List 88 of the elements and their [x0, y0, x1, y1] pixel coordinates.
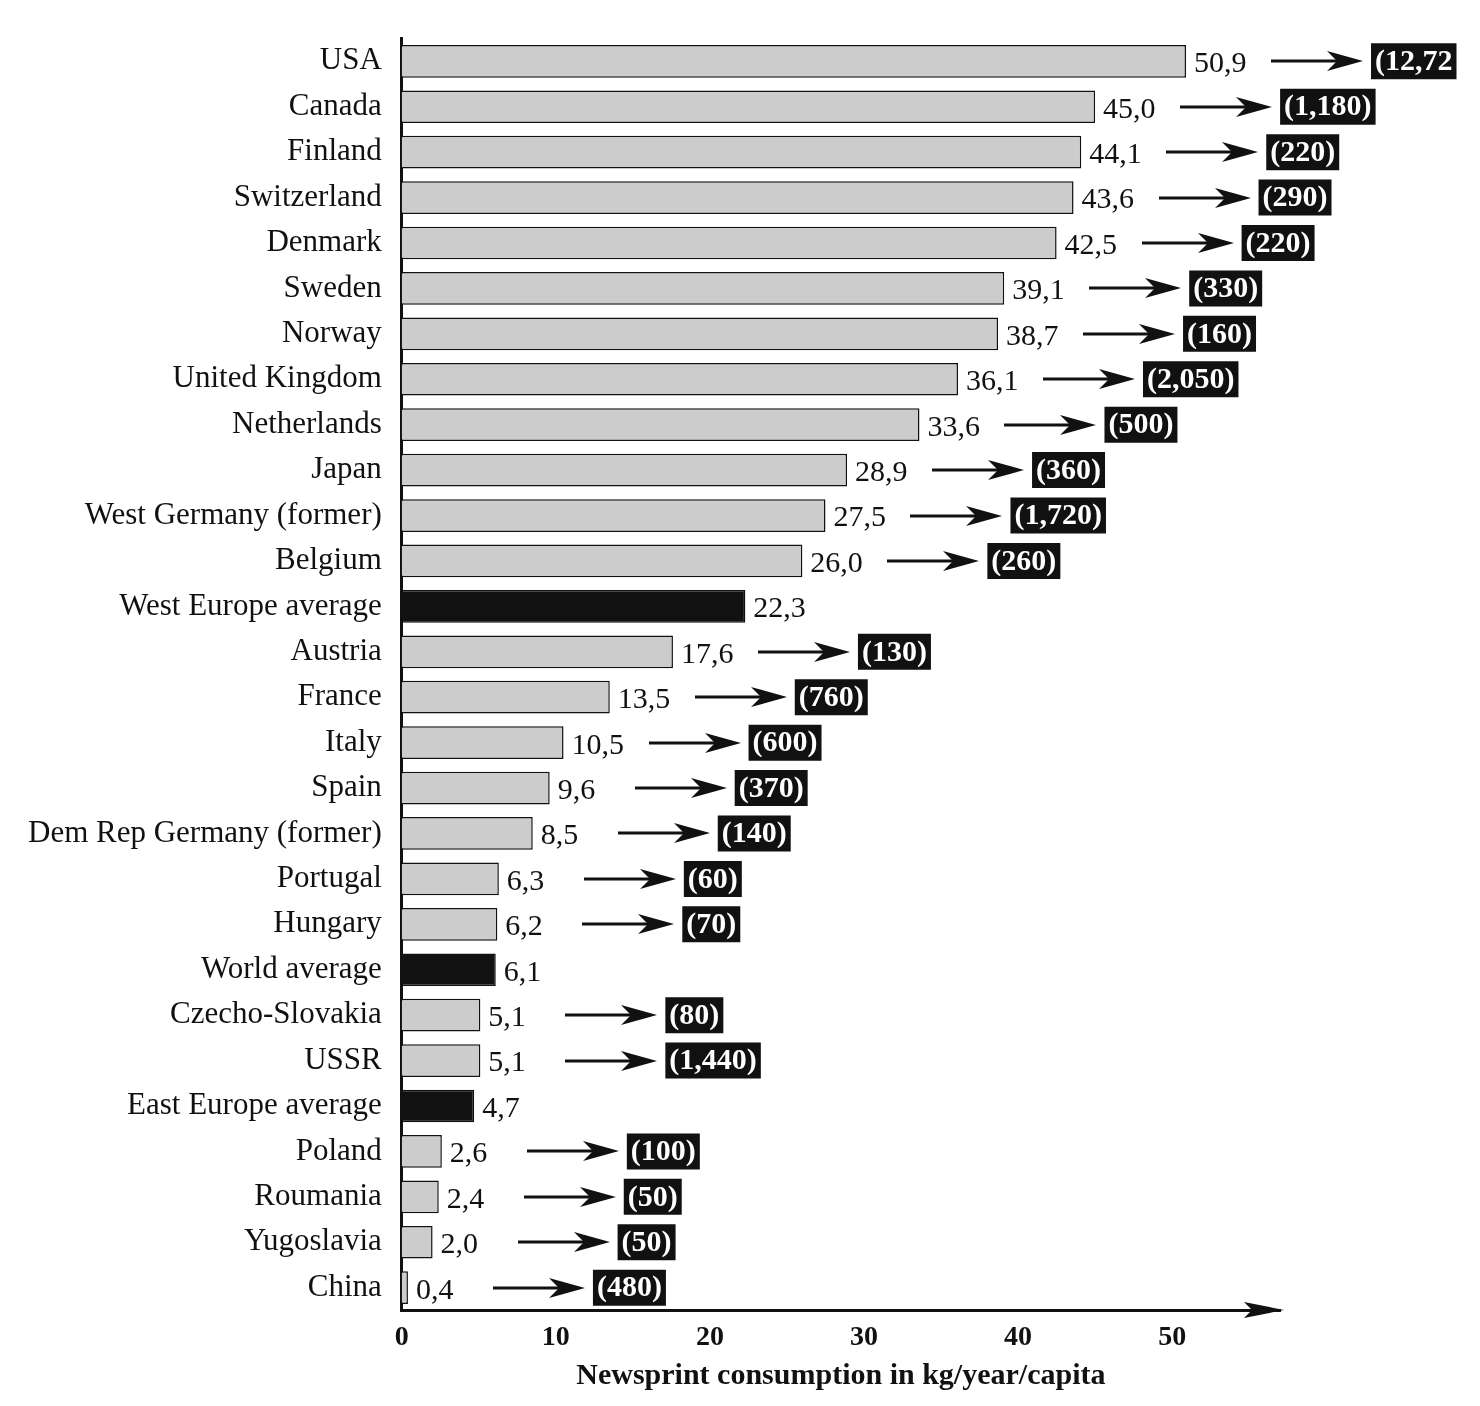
data-label: 22,3	[753, 590, 806, 624]
y-tick-label: Portugal	[276, 859, 382, 895]
data-label: 4,7	[482, 1089, 520, 1123]
data-label: 26,0	[810, 544, 863, 578]
data-label: 2,0	[440, 1226, 479, 1260]
data-label: 5,1	[488, 1044, 526, 1078]
y-tick-label: Finland	[287, 132, 383, 168]
y-tick-label: USA	[319, 41, 383, 77]
data-label: 17,6	[680, 635, 734, 669]
annotation: (70)	[686, 906, 737, 941]
annotation: (140)	[721, 815, 787, 850]
y-tick-label: France	[297, 677, 382, 713]
y-tick-label: Dem Rep Germany (former)	[27, 813, 382, 849]
annotation: (600)	[752, 724, 818, 759]
annotation: (80)	[669, 996, 720, 1031]
data-label: 8,5	[540, 817, 579, 851]
data-label: 39,1	[1012, 272, 1065, 306]
y-tick-label: Canada	[288, 86, 382, 122]
annotation: (60)	[687, 860, 738, 895]
data-label: 2,4	[446, 1180, 485, 1214]
data-label: 50,9	[1194, 45, 1247, 79]
y-tick-label: Roumania	[254, 1176, 383, 1212]
y-tick-label: Norway	[281, 313, 383, 349]
data-label: 33,6	[927, 408, 980, 442]
annotation: (220)	[1270, 133, 1336, 168]
y-tick-label: Spain	[311, 768, 383, 804]
text: (12,72	[1375, 43, 1453, 78]
y-tick-label: Sweden	[283, 268, 383, 304]
data-label: 38,7	[1006, 317, 1059, 351]
x-tick-label: 30	[850, 1320, 878, 1352]
y-tick-label: Hungary	[273, 904, 383, 940]
annotation: (50)	[621, 1224, 672, 1259]
y-tick-label: Japan	[311, 450, 383, 486]
y-tick-label: Yugoslavia	[244, 1222, 383, 1258]
x-tick-label: 20	[695, 1320, 724, 1352]
annotation: (290)	[1262, 179, 1328, 214]
x-axis-title: Newsprint consumption in kg/year/capita	[576, 1356, 1106, 1390]
annotation: (130)	[861, 633, 927, 668]
data-label: 36,1	[965, 363, 1019, 397]
annotation: (480)	[596, 1269, 662, 1304]
y-tick-label: Austria	[290, 631, 383, 667]
data-label: 6,1	[503, 953, 542, 987]
annotation: (260)	[991, 542, 1057, 577]
data-label: 2,6	[449, 1135, 488, 1169]
y-tick-label: West Europe average	[119, 586, 382, 622]
data-label: 10,5	[571, 726, 625, 760]
data-label: 44,1	[1089, 136, 1142, 170]
annotation: (50)	[627, 1178, 678, 1213]
x-tick-label: 50	[1158, 1320, 1187, 1352]
data-label: 27,5	[833, 499, 886, 533]
annotation: (1,440)	[669, 1042, 757, 1077]
annotation: (1,720)	[1014, 497, 1102, 532]
data-label: 6,3	[506, 862, 545, 896]
data-label: 5,1	[488, 999, 526, 1033]
annotation: (370)	[738, 769, 804, 804]
data-label: 0,4	[415, 1271, 454, 1305]
data-label: 28,9	[855, 453, 908, 487]
text: (1,180)	[1284, 88, 1372, 123]
x-tick-label: 10	[541, 1320, 570, 1352]
y-tick-label: West Germany (former)	[84, 495, 382, 531]
y-tick-label: Denmark	[266, 223, 383, 259]
y-tick-label: USSR	[304, 1040, 383, 1076]
annotation: (360)	[1036, 451, 1102, 486]
data-label: 45,0	[1103, 90, 1156, 124]
y-tick-label: Czecho-Slovakia	[170, 995, 383, 1031]
annotation: (330)	[1193, 270, 1259, 305]
annotation: (160)	[1187, 315, 1253, 350]
y-tick-label: China	[307, 1267, 382, 1303]
annotation: (100)	[630, 1133, 696, 1168]
data-label: 42,5	[1064, 226, 1118, 260]
x-tick-label: 0	[394, 1320, 409, 1352]
data-label: 13,5	[617, 681, 671, 715]
y-tick-label: United Kingdom	[172, 359, 382, 395]
data-label: 43,6	[1081, 181, 1135, 215]
annotation: (500)	[1108, 406, 1174, 441]
x-tick-label: 40	[1004, 1320, 1033, 1352]
annotation: (760)	[798, 678, 864, 713]
y-tick-label: East Europe average	[127, 1086, 382, 1122]
y-tick-label: World average	[200, 949, 382, 985]
y-tick-label: Netherlands	[231, 404, 382, 440]
y-tick-label: Italy	[324, 722, 383, 758]
y-tick-label: Poland	[295, 1131, 383, 1167]
y-tick-label: Switzerland	[233, 177, 383, 213]
data-label: 6,2	[505, 908, 543, 942]
annotation: (2,050)	[1146, 361, 1235, 396]
y-tick-label: Belgium	[274, 541, 382, 577]
data-label: 9,6	[557, 771, 596, 805]
annotation: (220)	[1245, 224, 1311, 259]
